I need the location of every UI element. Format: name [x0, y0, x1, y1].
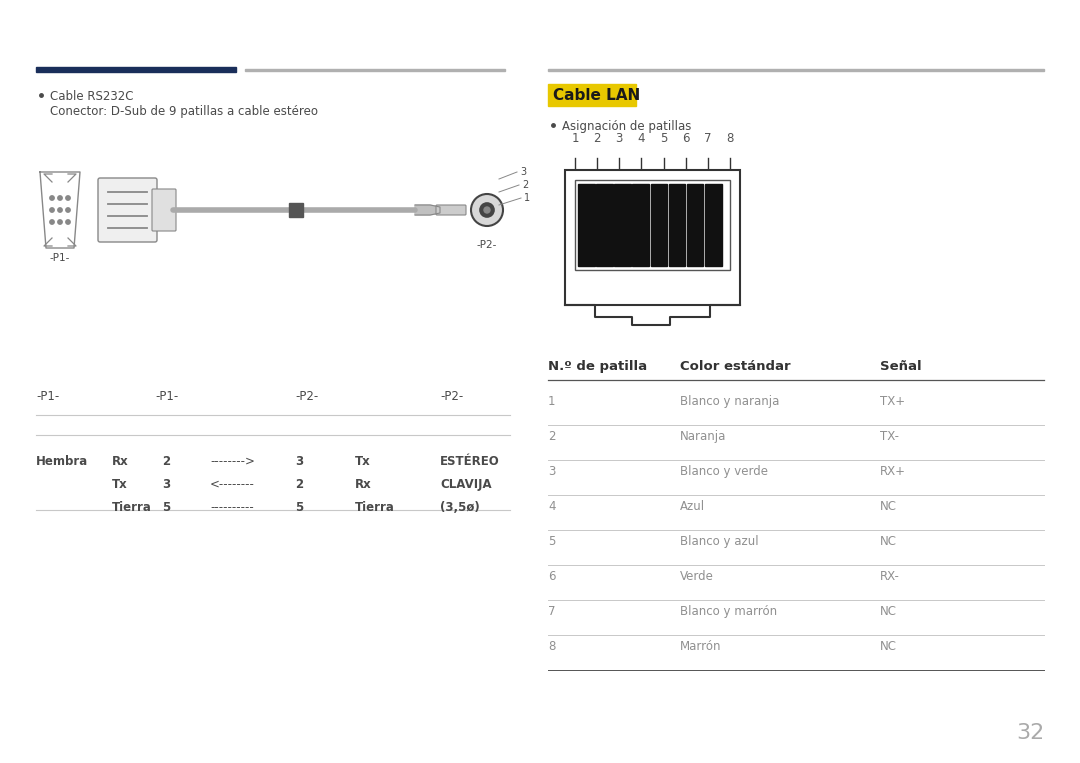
Circle shape	[66, 220, 70, 224]
Text: 3: 3	[548, 465, 555, 478]
Text: Asignación de patillas: Asignación de patillas	[562, 120, 691, 133]
Bar	[36, 67, 237, 72]
Text: 2: 2	[295, 478, 303, 491]
Text: TX-: TX-	[880, 430, 899, 443]
Text: Color estándar: Color estándar	[680, 360, 791, 373]
Bar	[596, 184, 612, 266]
Text: Rx: Rx	[355, 478, 372, 491]
Bar	[687, 184, 703, 266]
Text: Tx: Tx	[112, 478, 127, 491]
Text: 1: 1	[571, 132, 579, 145]
FancyBboxPatch shape	[152, 189, 176, 231]
Bar	[245, 69, 505, 70]
Text: 2: 2	[593, 132, 600, 145]
Bar	[650, 184, 667, 266]
Text: -P1-: -P1-	[156, 390, 178, 403]
Circle shape	[50, 196, 54, 200]
Text: Blanco y azul: Blanco y azul	[680, 535, 758, 548]
Text: 8: 8	[548, 640, 555, 653]
Bar	[633, 184, 649, 266]
Text: 5: 5	[660, 132, 667, 145]
Text: 3: 3	[295, 455, 303, 468]
Bar	[565, 170, 740, 305]
Text: RX-: RX-	[880, 570, 900, 583]
Text: 32: 32	[1016, 723, 1044, 743]
FancyBboxPatch shape	[98, 178, 157, 242]
Text: ESTÉREO: ESTÉREO	[440, 455, 500, 468]
Text: 1: 1	[548, 395, 555, 408]
FancyBboxPatch shape	[436, 205, 465, 215]
Circle shape	[66, 208, 70, 212]
Text: 5: 5	[548, 535, 555, 548]
Text: 4: 4	[548, 500, 555, 513]
Text: -------->: -------->	[210, 455, 255, 468]
Text: Azul: Azul	[680, 500, 705, 513]
Text: Naranja: Naranja	[680, 430, 727, 443]
Text: RX+: RX+	[880, 465, 906, 478]
Text: Tierra: Tierra	[355, 501, 395, 514]
Bar	[578, 184, 595, 266]
Text: ----------: ----------	[210, 501, 254, 514]
Circle shape	[480, 203, 494, 217]
Text: Señal: Señal	[880, 360, 921, 373]
Circle shape	[58, 196, 63, 200]
Text: 4: 4	[637, 132, 645, 145]
Text: <--------: <--------	[210, 478, 255, 491]
Text: 6: 6	[548, 570, 555, 583]
Text: NC: NC	[880, 535, 897, 548]
Text: 5: 5	[295, 501, 303, 514]
Text: -P2-: -P2-	[440, 390, 463, 403]
Text: Marrón: Marrón	[680, 640, 721, 653]
Circle shape	[484, 207, 490, 213]
Text: 8: 8	[727, 132, 733, 145]
Text: 1: 1	[524, 193, 530, 203]
Text: NC: NC	[880, 605, 897, 618]
Text: 2: 2	[522, 180, 528, 190]
Text: Tierra: Tierra	[112, 501, 152, 514]
Circle shape	[471, 194, 503, 226]
Text: 6: 6	[681, 132, 689, 145]
Text: N.º de patilla: N.º de patilla	[548, 360, 647, 373]
Text: NC: NC	[880, 640, 897, 653]
Text: Rx: Rx	[112, 455, 129, 468]
Circle shape	[58, 208, 63, 212]
Circle shape	[58, 220, 63, 224]
Circle shape	[66, 196, 70, 200]
Text: Blanco y marrón: Blanco y marrón	[680, 605, 778, 618]
Text: 3: 3	[519, 167, 526, 177]
Text: 3: 3	[162, 478, 171, 491]
Text: -P1-: -P1-	[36, 390, 59, 403]
Bar	[548, 84, 636, 106]
Polygon shape	[415, 205, 440, 215]
Text: Cable RS232C: Cable RS232C	[50, 90, 134, 103]
Bar	[575, 180, 730, 270]
Text: -P2-: -P2-	[295, 390, 319, 403]
Text: Hembra: Hembra	[36, 455, 89, 468]
Bar	[548, 69, 1044, 70]
Text: -P1-: -P1-	[50, 253, 70, 263]
Text: CLAVIJA: CLAVIJA	[440, 478, 491, 491]
Text: Cable LAN: Cable LAN	[553, 88, 640, 102]
Text: 5: 5	[162, 501, 171, 514]
Text: Verde: Verde	[680, 570, 714, 583]
Text: (3,5ø): (3,5ø)	[440, 501, 480, 514]
Text: TX+: TX+	[880, 395, 905, 408]
Text: Blanco y naranja: Blanco y naranja	[680, 395, 780, 408]
Text: Blanco y verde: Blanco y verde	[680, 465, 768, 478]
Text: Conector: D-Sub de 9 patillas a cable estéreo: Conector: D-Sub de 9 patillas a cable es…	[50, 105, 318, 118]
Text: Tx: Tx	[355, 455, 370, 468]
Text: 2: 2	[548, 430, 555, 443]
Text: 2: 2	[162, 455, 171, 468]
Text: -P2-: -P2-	[476, 240, 497, 250]
Bar	[705, 184, 721, 266]
Circle shape	[50, 220, 54, 224]
Text: NC: NC	[880, 500, 897, 513]
Bar	[615, 184, 631, 266]
Bar	[289, 203, 303, 217]
Text: 3: 3	[616, 132, 623, 145]
Bar	[669, 184, 685, 266]
Text: 7: 7	[704, 132, 712, 145]
Circle shape	[50, 208, 54, 212]
Text: 7: 7	[548, 605, 555, 618]
